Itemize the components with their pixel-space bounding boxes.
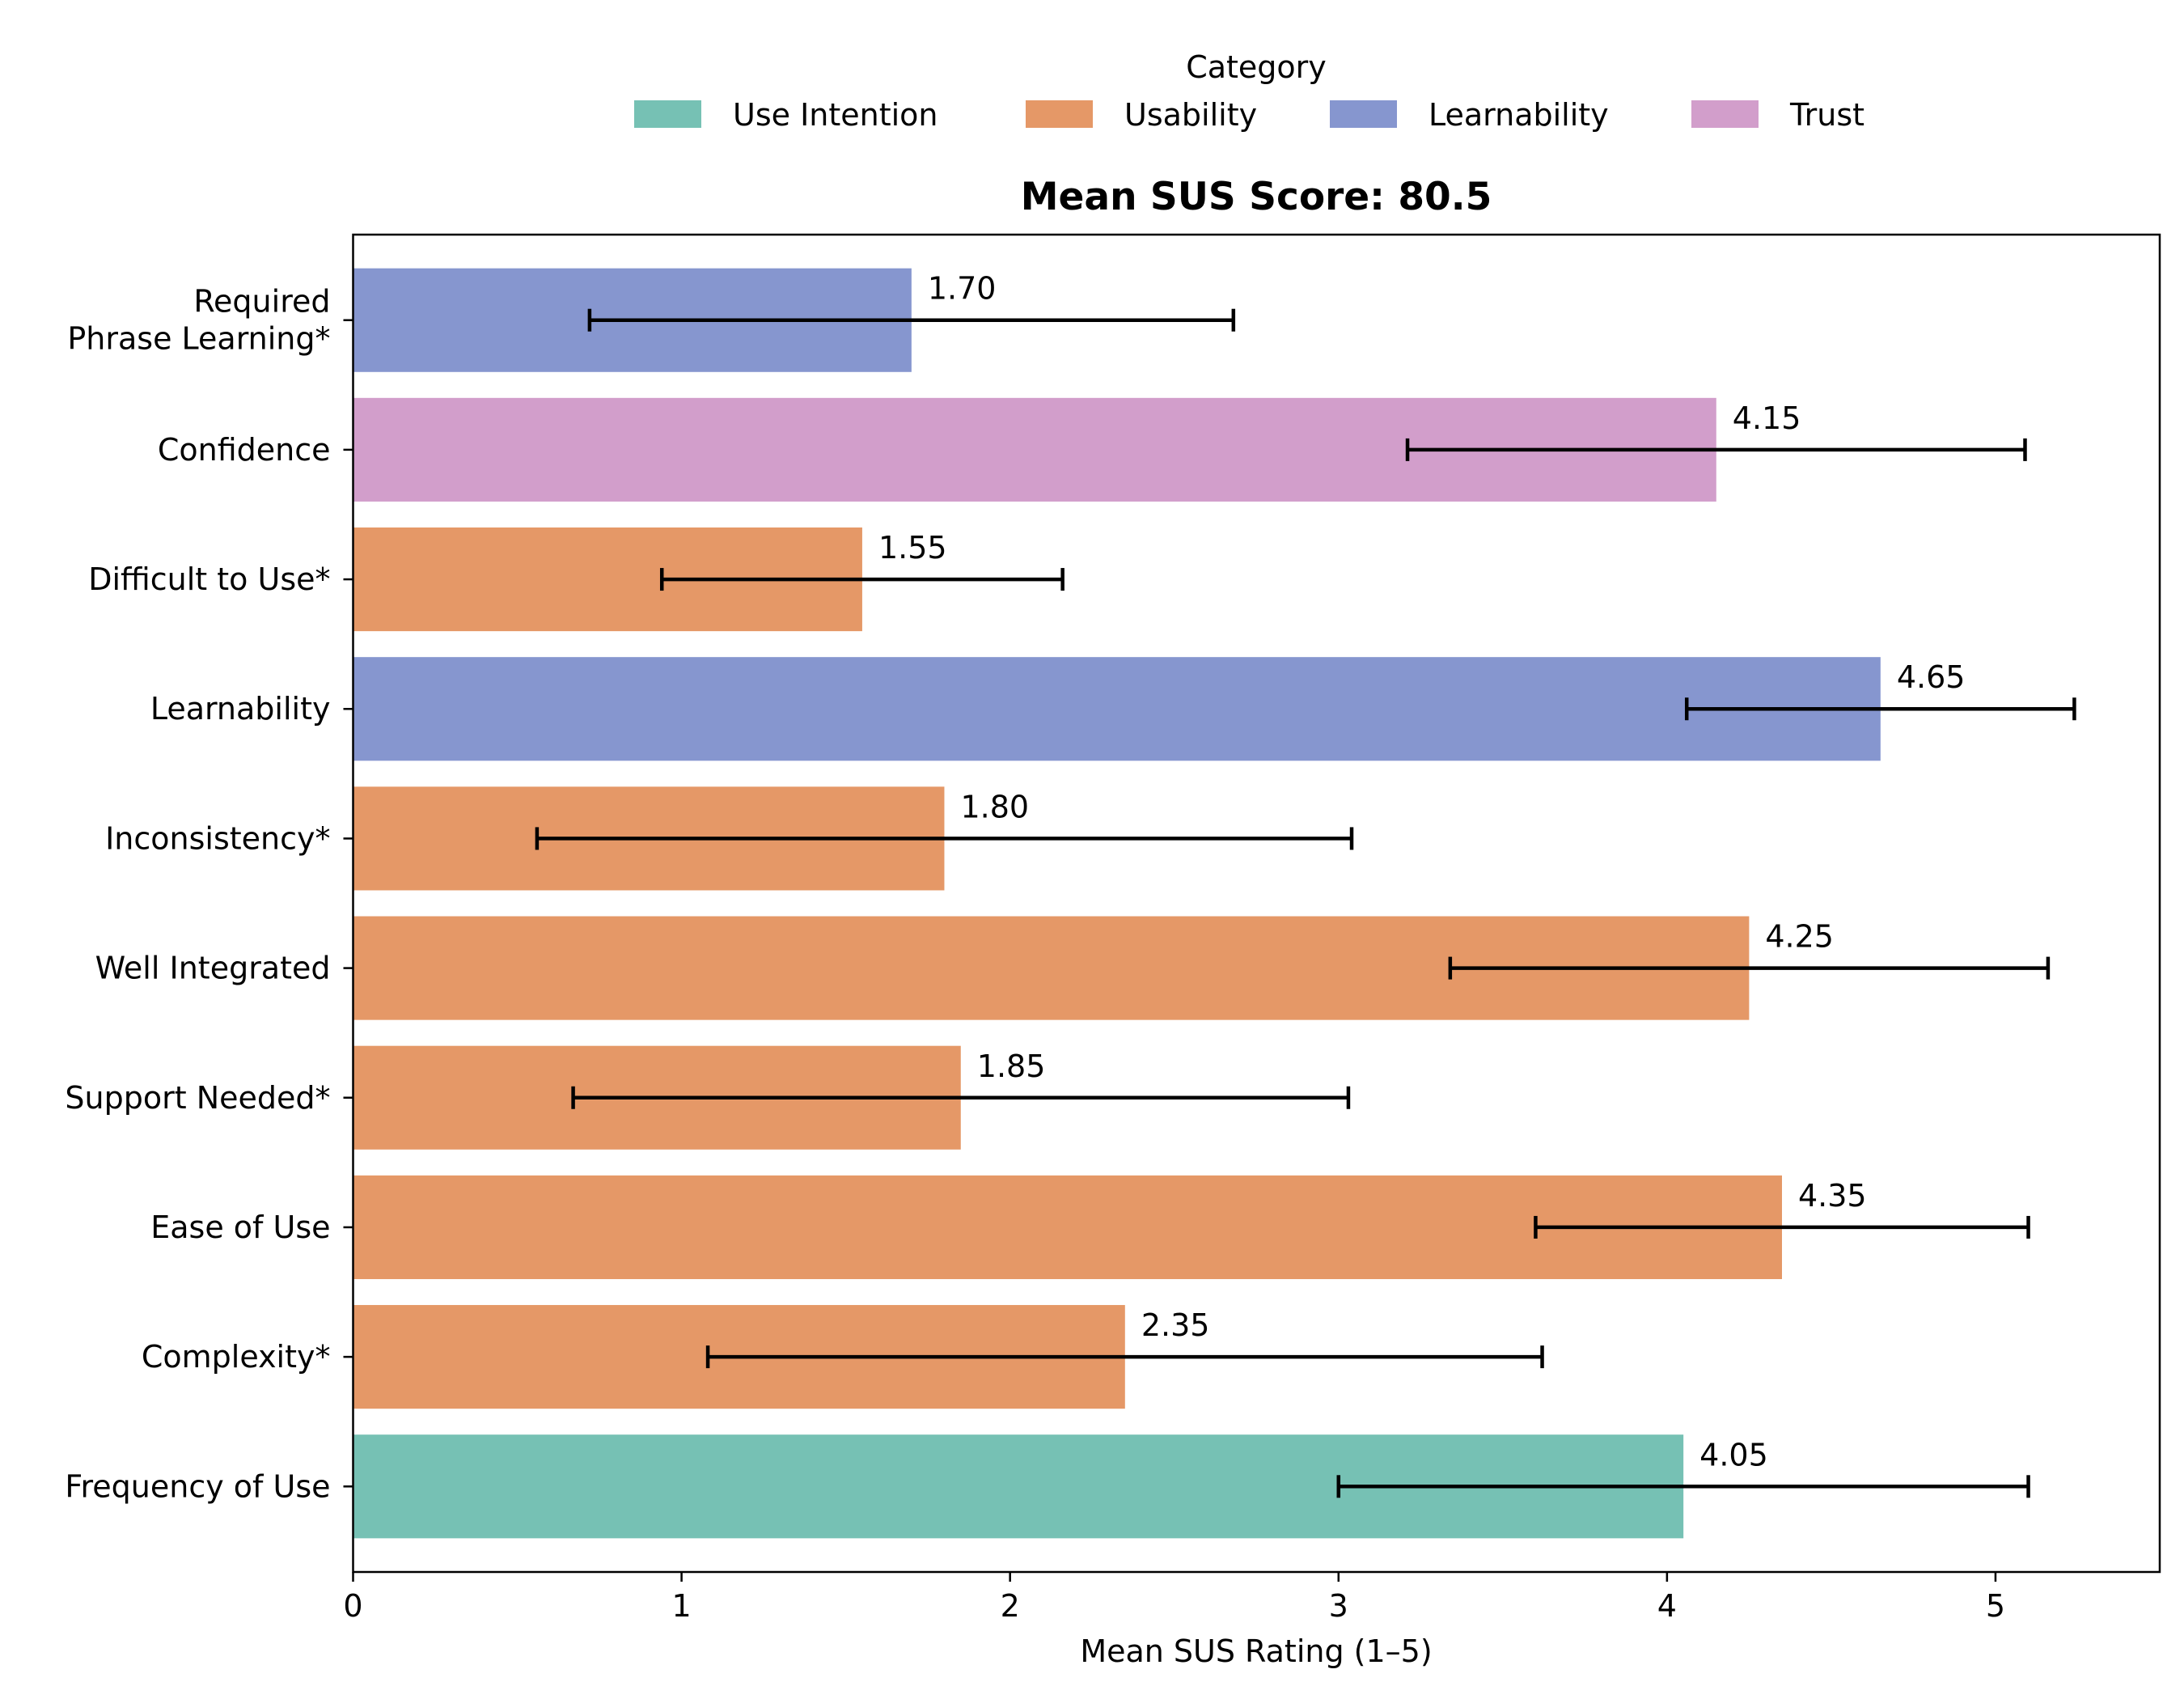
data-label-well-integrated: 4.25 (1765, 919, 1834, 955)
y-tick-label-inconsistency: Inconsistency* (105, 820, 330, 856)
y-tick-label-well-integrated: Well Integrated (95, 951, 331, 986)
y-tick-label-complexity: Complexity* (142, 1339, 331, 1375)
data-label-required-phrase-learning: 1.70 (928, 271, 997, 307)
error-bar-difficult-to-use (659, 568, 1064, 591)
y-tick-label-line: Confidence (158, 432, 331, 468)
legend-label-trust: Trust (1789, 97, 1864, 133)
error-bar-ease-of-use (1534, 1215, 2030, 1239)
y-tick-label-required-phrase-learning: Required Phrase Learning* (67, 284, 330, 357)
y-tick-label-line: Difficult to Use* (88, 561, 330, 597)
y-tick-label-line: Ease of Use (150, 1210, 330, 1245)
y-tick-label-line: Learnability (150, 691, 331, 727)
y-tick-label-frequency-of-use: Frequency of Use (65, 1468, 330, 1504)
error-bar-complexity (705, 1345, 1544, 1369)
error-bar-support-needed (571, 1086, 1351, 1109)
legend-swatch-use-intention (634, 100, 701, 128)
y-tick-label-ease-of-use: Ease of Use (150, 1210, 330, 1245)
y-tick-label-line: Required (193, 284, 330, 320)
x-tick-label: 2 (1001, 1588, 1020, 1624)
chart-title: Mean SUS Score: 80.5 (1021, 175, 1492, 219)
y-axis: Frequency of Use Complexity* Ease of Use Su… (65, 284, 353, 1504)
y-tick-label-learnability: Learnability (150, 691, 331, 727)
data-label-difficult-to-use: 1.55 (878, 530, 947, 566)
error-bar-learnability (1684, 697, 2076, 721)
legend-label-usability: Usability (1124, 97, 1257, 133)
legend-title: Category (1186, 49, 1327, 85)
error-bar-frequency-of-use (1336, 1475, 2030, 1498)
x-axis-label: Mean SUS Rating (1–5) (1080, 1633, 1432, 1669)
error-bar-inconsistency (535, 827, 1354, 850)
y-tick-label-support-needed: Support Needed* (65, 1080, 330, 1116)
data-labels-group: 4.05 2.35 4.35 1.85 4.25 1.80 4.65 1.55 4.15 1.70 (878, 271, 1965, 1473)
legend-swatch-usability (1026, 100, 1093, 128)
x-tick-label: 3 (1329, 1588, 1348, 1624)
y-tick-label-line: Well Integrated (95, 951, 331, 986)
error-bar-confidence (1405, 438, 2027, 461)
error-bar-required-phrase-learning (587, 308, 1236, 332)
legend-label-learnability: Learnability (1428, 97, 1609, 133)
legend-swatch-trust (1691, 100, 1759, 128)
data-label-complexity: 2.35 (1141, 1307, 1210, 1343)
y-tick-label-line: Phrase Learning* (67, 321, 330, 357)
plot-frame (352, 233, 2161, 1574)
legend: Category Use Intention Usability Learnabil… (634, 49, 1864, 133)
bars-group (353, 268, 1881, 1539)
bar-learnability (353, 657, 1881, 761)
x-tick-label: 5 (1986, 1588, 2005, 1624)
legend-swatch-learnability (1330, 100, 1397, 128)
error-bars-group (535, 308, 2076, 1498)
y-tick-label-confidence: Confidence (158, 432, 331, 468)
data-label-confidence: 4.15 (1733, 400, 1801, 436)
data-label-learnability: 4.65 (1897, 659, 1966, 695)
x-tick-label: 4 (1657, 1588, 1677, 1624)
y-tick-label-line: Inconsistency* (105, 820, 330, 856)
data-label-inconsistency: 1.80 (960, 789, 1029, 824)
x-tick-label: 0 (343, 1588, 362, 1624)
legend-label-use-intention: Use Intention (733, 97, 938, 133)
data-label-support-needed: 1.85 (977, 1049, 1046, 1084)
y-tick-label-line: Complexity* (142, 1339, 331, 1375)
x-axis: 0 1 2 3 4 5 (343, 1572, 2005, 1624)
data-label-frequency-of-use: 4.05 (1699, 1437, 1768, 1472)
error-bar-well-integrated (1448, 956, 2051, 980)
x-tick-label: 1 (671, 1588, 691, 1624)
y-tick-label-difficult-to-use: Difficult to Use* (88, 561, 330, 597)
y-tick-label-line: Support Needed* (65, 1080, 330, 1116)
data-label-ease-of-use: 4.35 (1798, 1178, 1867, 1214)
y-tick-label-line: Frequency of Use (65, 1468, 330, 1504)
